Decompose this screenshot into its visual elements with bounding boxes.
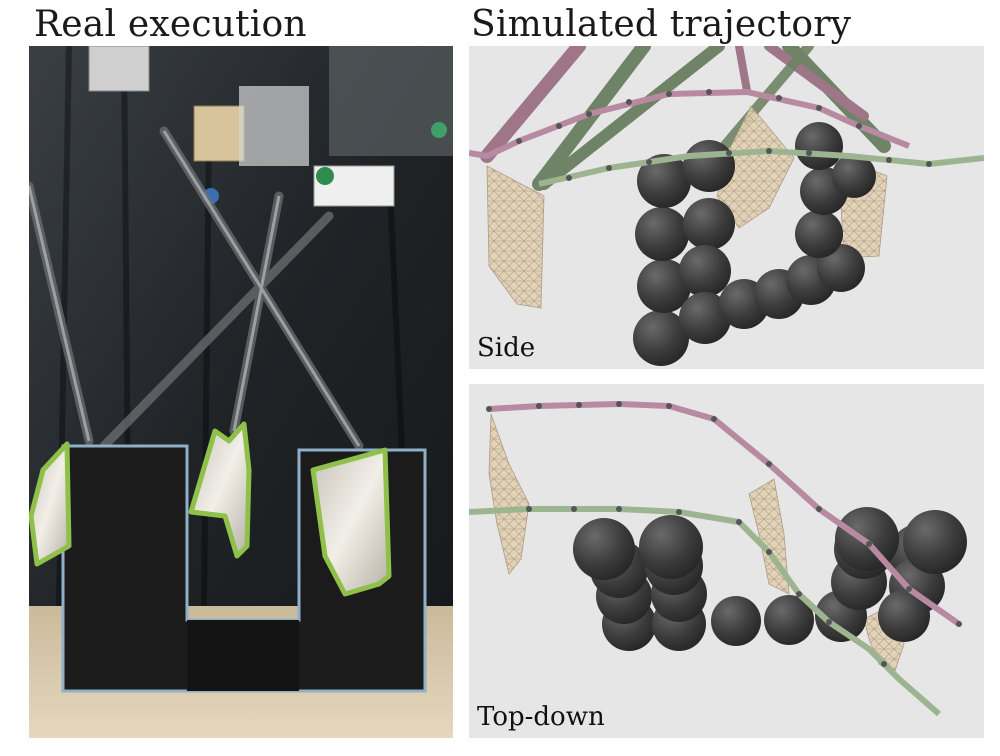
cloth-icon	[486, 105, 888, 309]
side-view-label: Side	[477, 333, 536, 363]
side-view-panel: Side	[469, 46, 984, 369]
simulated-trajectory-heading: Simulated trajectory	[471, 4, 852, 45]
cloth-icon	[29, 421, 392, 597]
robot-arm-icon	[88, 46, 453, 207]
top-down-view-illustration	[469, 401, 967, 717]
top-down-view-label: Top-down	[477, 702, 605, 732]
side-view-illustration	[469, 46, 984, 366]
sphere-obstacle-icon	[573, 507, 967, 651]
sphere-obstacle-icon	[633, 122, 876, 366]
real-execution-photo	[29, 46, 453, 738]
top-down-view-panel: Top-down	[469, 384, 984, 738]
real-execution-heading: Real execution	[34, 4, 307, 45]
real-execution-illustration	[29, 46, 453, 738]
trajectory-pink	[488, 401, 961, 627]
